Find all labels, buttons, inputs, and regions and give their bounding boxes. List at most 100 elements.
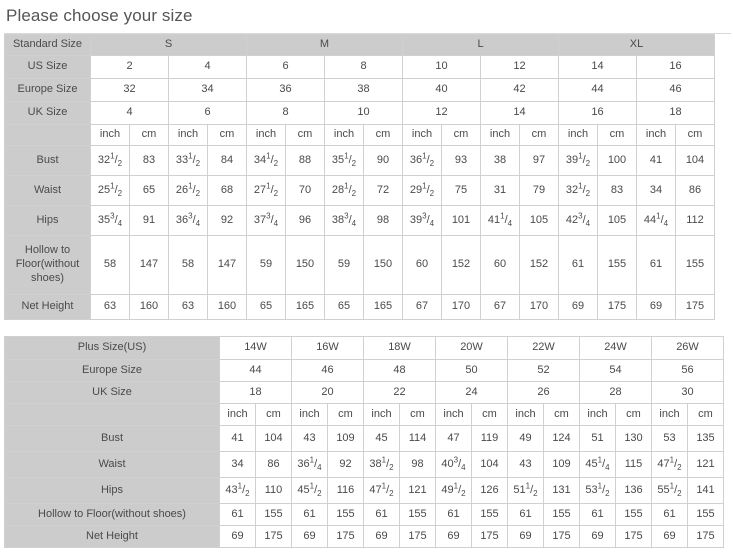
cell-uk-size-0: 4: [90, 101, 169, 125]
unit-header-10: inch: [480, 124, 520, 146]
table-gap: [0, 320, 733, 336]
cell-hips-9: 131: [543, 477, 580, 504]
cell-hips-14: 441/4: [636, 205, 676, 236]
cell-hollow-to-floor-10: 61: [579, 503, 616, 526]
cell-hollow-to-floor-14: 61: [636, 235, 676, 295]
cell-us-size-7: 16: [636, 55, 715, 79]
cell-plus-size-4: 22W: [507, 336, 580, 360]
table-row-waist: Waist 251/2 65 261/2 68 271/2 70 281/2 72 291/2 75…: [4, 175, 715, 206]
unit-header-8: inch: [507, 403, 544, 426]
unit-header-11: cm: [615, 403, 652, 426]
row-label-hips: Hips: [4, 205, 91, 236]
cell-europe-size-6: 56: [651, 359, 724, 382]
cell-hollow-to-floor-2: 58: [168, 235, 208, 295]
cell-hollow-to-floor-10: 60: [480, 235, 520, 295]
cell-net-height-2: 69: [291, 525, 328, 548]
cell-hollow-to-floor-1: 147: [129, 235, 169, 295]
cell-uk-size-4: 26: [507, 381, 580, 404]
cell-plus-size-0: 14W: [219, 336, 292, 360]
unit-header-6: inch: [435, 403, 472, 426]
unit-header-5: cm: [285, 124, 325, 146]
table-row-europe-size: Europe Size 32 34 36 38 40 42 44 46: [4, 78, 715, 102]
cell-net-height-12: 69: [558, 294, 598, 320]
cell-waist-13: 121: [687, 451, 724, 478]
cell-net-height-9: 175: [543, 525, 580, 548]
cell-europe-size-1: 46: [291, 359, 364, 382]
table-row-hollow-to-floor: Hollow to Floor(without shoes) 58 147 58 147…: [4, 235, 715, 295]
cell-bust-6: 47: [435, 425, 472, 452]
cell-hips-4: 373/4: [246, 205, 286, 236]
size-group-xl: XL: [558, 34, 715, 56]
cell-net-height-13: 175: [687, 525, 724, 548]
cell-bust-0: 321/2: [90, 145, 130, 176]
table-row-hips: Hips 431/2 110 451/2 116 471/2 121 491/2 126 511/…: [4, 477, 724, 504]
cell-hollow-to-floor-11: 155: [615, 503, 652, 526]
cell-waist-12: 321/2: [558, 175, 598, 206]
unit-header-7: cm: [471, 403, 508, 426]
cell-net-height-4: 65: [246, 294, 286, 320]
cell-uk-size-2: 22: [363, 381, 436, 404]
cell-uk-size-0: 18: [219, 381, 292, 404]
cell-hips-1: 91: [129, 205, 169, 236]
cell-bust-2: 43: [291, 425, 328, 452]
cell-net-height-0: 69: [219, 525, 256, 548]
row-label-bust: Bust: [4, 145, 91, 176]
cell-hips-7: 126: [471, 477, 508, 504]
cell-uk-size-1: 6: [168, 101, 247, 125]
cell-hips-3: 92: [207, 205, 247, 236]
unit-header-4: inch: [363, 403, 400, 426]
cell-bust-9: 93: [441, 145, 481, 176]
cell-net-height-15: 175: [675, 294, 715, 320]
row-label-net-height: Net Height: [4, 525, 220, 548]
unit-header-14: inch: [636, 124, 676, 146]
table-row-bust: Bust 321/2 83 331/2 84 341/2 88 351/2 90 361/2 93 3…: [4, 145, 715, 176]
cell-waist-0: 34: [219, 451, 256, 478]
cell-hollow-to-floor-12: 61: [651, 503, 688, 526]
cell-net-height-6: 65: [324, 294, 364, 320]
cell-hollow-to-floor-8: 60: [402, 235, 442, 295]
cell-hollow-to-floor-1: 155: [255, 503, 292, 526]
table-row-net-height: Net Height 63 160 63 160 65 165 65 165 67 170 67 170…: [4, 294, 715, 320]
cell-europe-size-7: 46: [636, 78, 715, 102]
cell-hollow-to-floor-4: 61: [363, 503, 400, 526]
cell-us-size-4: 10: [402, 55, 481, 79]
cell-net-height-14: 69: [636, 294, 676, 320]
cell-plus-size-5: 24W: [579, 336, 652, 360]
cell-uk-size-7: 18: [636, 101, 715, 125]
cell-bust-5: 88: [285, 145, 325, 176]
unit-header-4: inch: [246, 124, 286, 146]
table-row-units: inch cm inch cm inch cm inch cm inch cm inch cm inch…: [4, 124, 715, 146]
cell-bust-11: 97: [519, 145, 559, 176]
table-row-standard-size: Standard Size S M L XL: [4, 34, 715, 56]
unit-header-13: cm: [687, 403, 724, 426]
row-label-units-blank: [4, 124, 91, 146]
cell-net-height-4: 69: [363, 525, 400, 548]
cell-waist-7: 104: [471, 451, 508, 478]
cell-net-height-11: 175: [615, 525, 652, 548]
cell-europe-size-3: 38: [324, 78, 403, 102]
cell-net-height-0: 63: [90, 294, 130, 320]
cell-bust-8: 49: [507, 425, 544, 452]
cell-net-height-3: 160: [207, 294, 247, 320]
cell-hips-11: 105: [519, 205, 559, 236]
cell-net-height-10: 69: [579, 525, 616, 548]
cell-waist-6: 403/4: [435, 451, 472, 478]
cell-bust-7: 90: [363, 145, 403, 176]
cell-europe-size-3: 50: [435, 359, 508, 382]
cell-waist-3: 68: [207, 175, 247, 206]
unit-header-6: inch: [324, 124, 364, 146]
cell-us-size-3: 8: [324, 55, 403, 79]
cell-europe-size-4: 52: [507, 359, 580, 382]
cell-europe-size-0: 32: [90, 78, 169, 102]
size-group-m: M: [246, 34, 403, 56]
cell-hollow-to-floor-5: 155: [399, 503, 436, 526]
cell-net-height-7: 175: [471, 525, 508, 548]
cell-hollow-to-floor-5: 150: [285, 235, 325, 295]
cell-net-height-2: 63: [168, 294, 208, 320]
cell-us-size-6: 14: [558, 55, 637, 79]
unit-header-9: cm: [441, 124, 481, 146]
cell-hips-2: 451/2: [291, 477, 328, 504]
cell-hollow-to-floor-3: 147: [207, 235, 247, 295]
unit-header-12: inch: [651, 403, 688, 426]
